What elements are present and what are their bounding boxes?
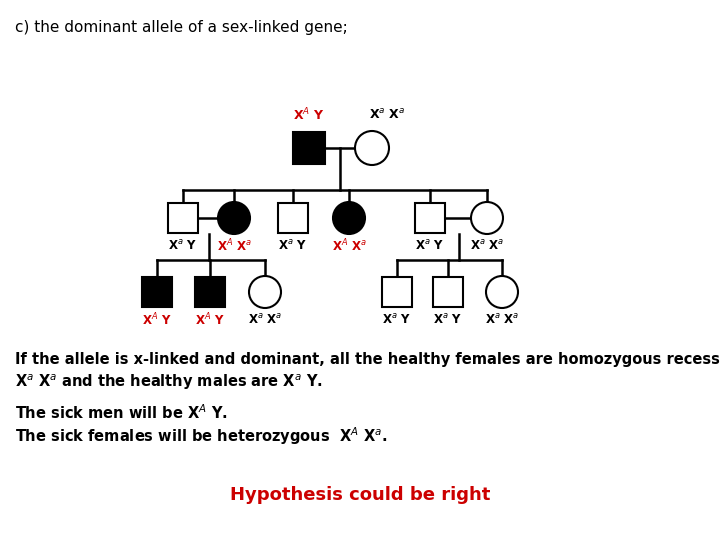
Bar xyxy=(142,277,172,307)
Bar xyxy=(293,132,325,164)
Bar xyxy=(433,277,463,307)
Text: Hypothesis could be right: Hypothesis could be right xyxy=(230,486,490,504)
Text: X$^{A}$ Y: X$^{A}$ Y xyxy=(293,107,325,123)
Text: If the allele is x-linked and dominant, all the healthy females are homozygous r: If the allele is x-linked and dominant, … xyxy=(15,352,720,367)
Text: X$^{a}$ Y: X$^{a}$ Y xyxy=(415,239,444,253)
Text: X$^{a}$ Y: X$^{a}$ Y xyxy=(433,313,462,327)
Bar xyxy=(382,277,412,307)
Bar xyxy=(168,203,198,233)
Bar xyxy=(415,203,445,233)
Circle shape xyxy=(249,276,281,308)
Circle shape xyxy=(471,202,503,234)
Text: X$^{a}$ X$^{a}$: X$^{a}$ X$^{a}$ xyxy=(248,313,282,327)
Circle shape xyxy=(486,276,518,308)
Text: X$^{a}$ X$^{a}$: X$^{a}$ X$^{a}$ xyxy=(485,313,519,327)
Text: X$^{a}$ X$^{a}$ and the healthy males are X$^{a}$ Y.: X$^{a}$ X$^{a}$ and the healthy males ar… xyxy=(15,372,323,391)
Text: X$^{A}$ Y: X$^{A}$ Y xyxy=(195,312,225,328)
Text: X$^{A}$ X$^{a}$: X$^{A}$ X$^{a}$ xyxy=(217,238,251,254)
Text: X$^{A}$ X$^{a}$: X$^{A}$ X$^{a}$ xyxy=(331,238,366,254)
Text: X$^{a}$ Y: X$^{a}$ Y xyxy=(168,239,197,253)
Text: X$^{a}$ X$^{a}$: X$^{a}$ X$^{a}$ xyxy=(470,239,504,253)
Text: X$^{a}$ Y: X$^{a}$ Y xyxy=(279,239,307,253)
Circle shape xyxy=(218,202,250,234)
Text: X$^{A}$ Y: X$^{A}$ Y xyxy=(142,312,172,328)
Text: The sick females will be heterozygous  X$^{A}$ X$^{a}$.: The sick females will be heterozygous X$… xyxy=(15,425,387,447)
Text: X$^{a}$ Y: X$^{a}$ Y xyxy=(382,313,412,327)
Bar xyxy=(195,277,225,307)
Text: The sick men will be X$^{A}$ Y.: The sick men will be X$^{A}$ Y. xyxy=(15,403,228,422)
Text: X$^{a}$ X$^{a}$: X$^{a}$ X$^{a}$ xyxy=(369,108,405,122)
Circle shape xyxy=(333,202,365,234)
Circle shape xyxy=(355,131,389,165)
Text: c) the dominant allele of a sex-linked gene;: c) the dominant allele of a sex-linked g… xyxy=(15,20,348,35)
Bar xyxy=(278,203,308,233)
